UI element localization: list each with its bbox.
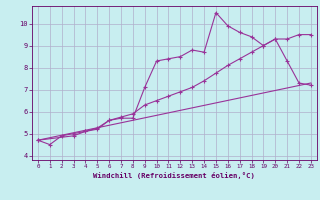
- X-axis label: Windchill (Refroidissement éolien,°C): Windchill (Refroidissement éolien,°C): [93, 172, 255, 179]
